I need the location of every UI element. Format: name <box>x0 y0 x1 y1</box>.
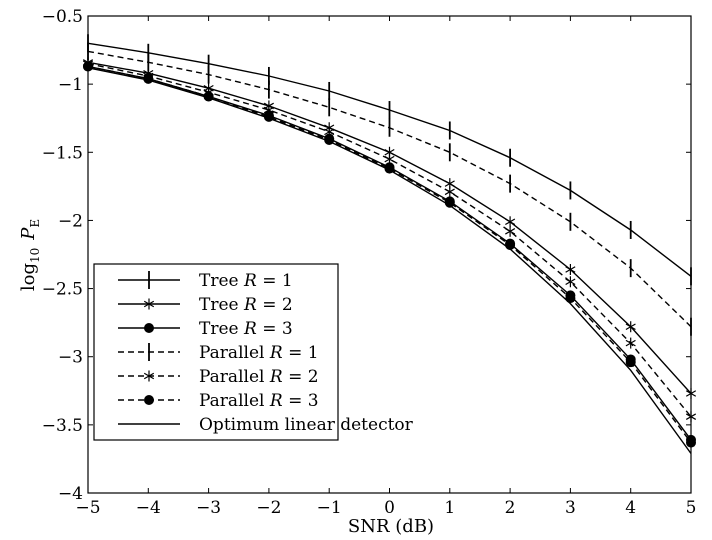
series-line <box>87 63 692 418</box>
legend-label: Tree R = 3 <box>199 319 293 339</box>
data-point <box>444 186 455 198</box>
y-tick-label: −3 <box>58 348 83 368</box>
data-point <box>686 437 696 448</box>
y-tick-label: −1 <box>58 75 83 95</box>
x-tick-label: −5 <box>75 498 100 518</box>
data-point <box>143 298 155 310</box>
series-6 <box>87 67 692 454</box>
data-point <box>625 357 636 368</box>
legend-label: Parallel R = 3 <box>199 391 319 411</box>
series-layer <box>82 34 697 454</box>
x-tick-label: 3 <box>565 498 576 518</box>
legend-item: Optimum linear detector <box>118 415 414 435</box>
data-point <box>384 153 395 165</box>
x-tick-label: −4 <box>136 498 161 518</box>
y-tick-label: −3.5 <box>42 416 83 436</box>
legend-item: Tree R = 1 <box>118 271 293 291</box>
legend-box <box>93 263 339 441</box>
x-tick-label: 2 <box>505 498 516 518</box>
series-1 <box>82 56 697 400</box>
data-point <box>83 61 93 72</box>
y-axis-label-var-sub: E <box>28 219 42 228</box>
axis-ticks: −5 −4 −3 −2 −1 0 1 2 3 4 5−4−3.5−3−2.5−2−1.5−1−0.5 <box>42 7 697 518</box>
x-axis-label: SNR (dB) <box>348 516 434 537</box>
x-tick-label: 4 <box>625 498 636 518</box>
y-tick-label: −2.5 <box>42 280 83 300</box>
legend-label: Optimum linear detector <box>199 415 414 435</box>
series-5 <box>83 61 696 448</box>
data-point <box>625 337 636 349</box>
x-tick-label: −2 <box>256 498 281 518</box>
data-point <box>565 293 576 304</box>
legend-item: Tree R = 3 <box>118 319 293 339</box>
data-point <box>144 395 154 405</box>
legend-label: Parallel R = 2 <box>199 367 319 387</box>
y-tick-label: −4 <box>58 484 83 504</box>
x-tick-label: −1 <box>317 498 342 518</box>
data-point <box>444 197 455 208</box>
data-point <box>565 276 576 288</box>
x-tick-label: 5 <box>686 498 697 518</box>
data-point <box>143 370 155 382</box>
legend-item: Tree R = 2 <box>118 295 293 315</box>
y-axis-label-log-base: 10 <box>28 248 42 263</box>
y-tick-label: −0.5 <box>42 7 83 27</box>
x-tick-label: 1 <box>444 498 455 518</box>
legend-item: Parallel R = 1 <box>118 343 319 363</box>
data-point <box>505 225 516 237</box>
series-3 <box>87 42 692 336</box>
data-point <box>565 263 576 275</box>
legend-item: Parallel R = 2 <box>118 367 319 387</box>
data-point <box>685 388 697 400</box>
y-tick-label: −2 <box>58 211 83 231</box>
legend-label: Tree R = 1 <box>199 271 293 291</box>
legend-item: Parallel R = 3 <box>118 391 319 411</box>
legend-label: Parallel R = 1 <box>199 343 319 363</box>
x-tick-label: 0 <box>384 498 395 518</box>
data-point <box>625 321 636 333</box>
series-line <box>87 65 692 444</box>
legend-label: Tree R = 2 <box>199 295 293 315</box>
y-axis-label-var: P <box>18 227 39 241</box>
legend: Tree R = 1 Tree R = 2 Tree R = 3 Parallel R… <box>93 263 414 441</box>
x-tick-label: −3 <box>196 498 221 518</box>
data-point <box>144 323 154 333</box>
data-point <box>685 411 697 423</box>
series-line <box>87 67 692 454</box>
data-point <box>505 216 516 228</box>
y-axis-label-log: log <box>18 263 39 291</box>
y-axis-label: log10 PE <box>18 219 42 291</box>
y-tick-label: −1.5 <box>42 143 83 163</box>
